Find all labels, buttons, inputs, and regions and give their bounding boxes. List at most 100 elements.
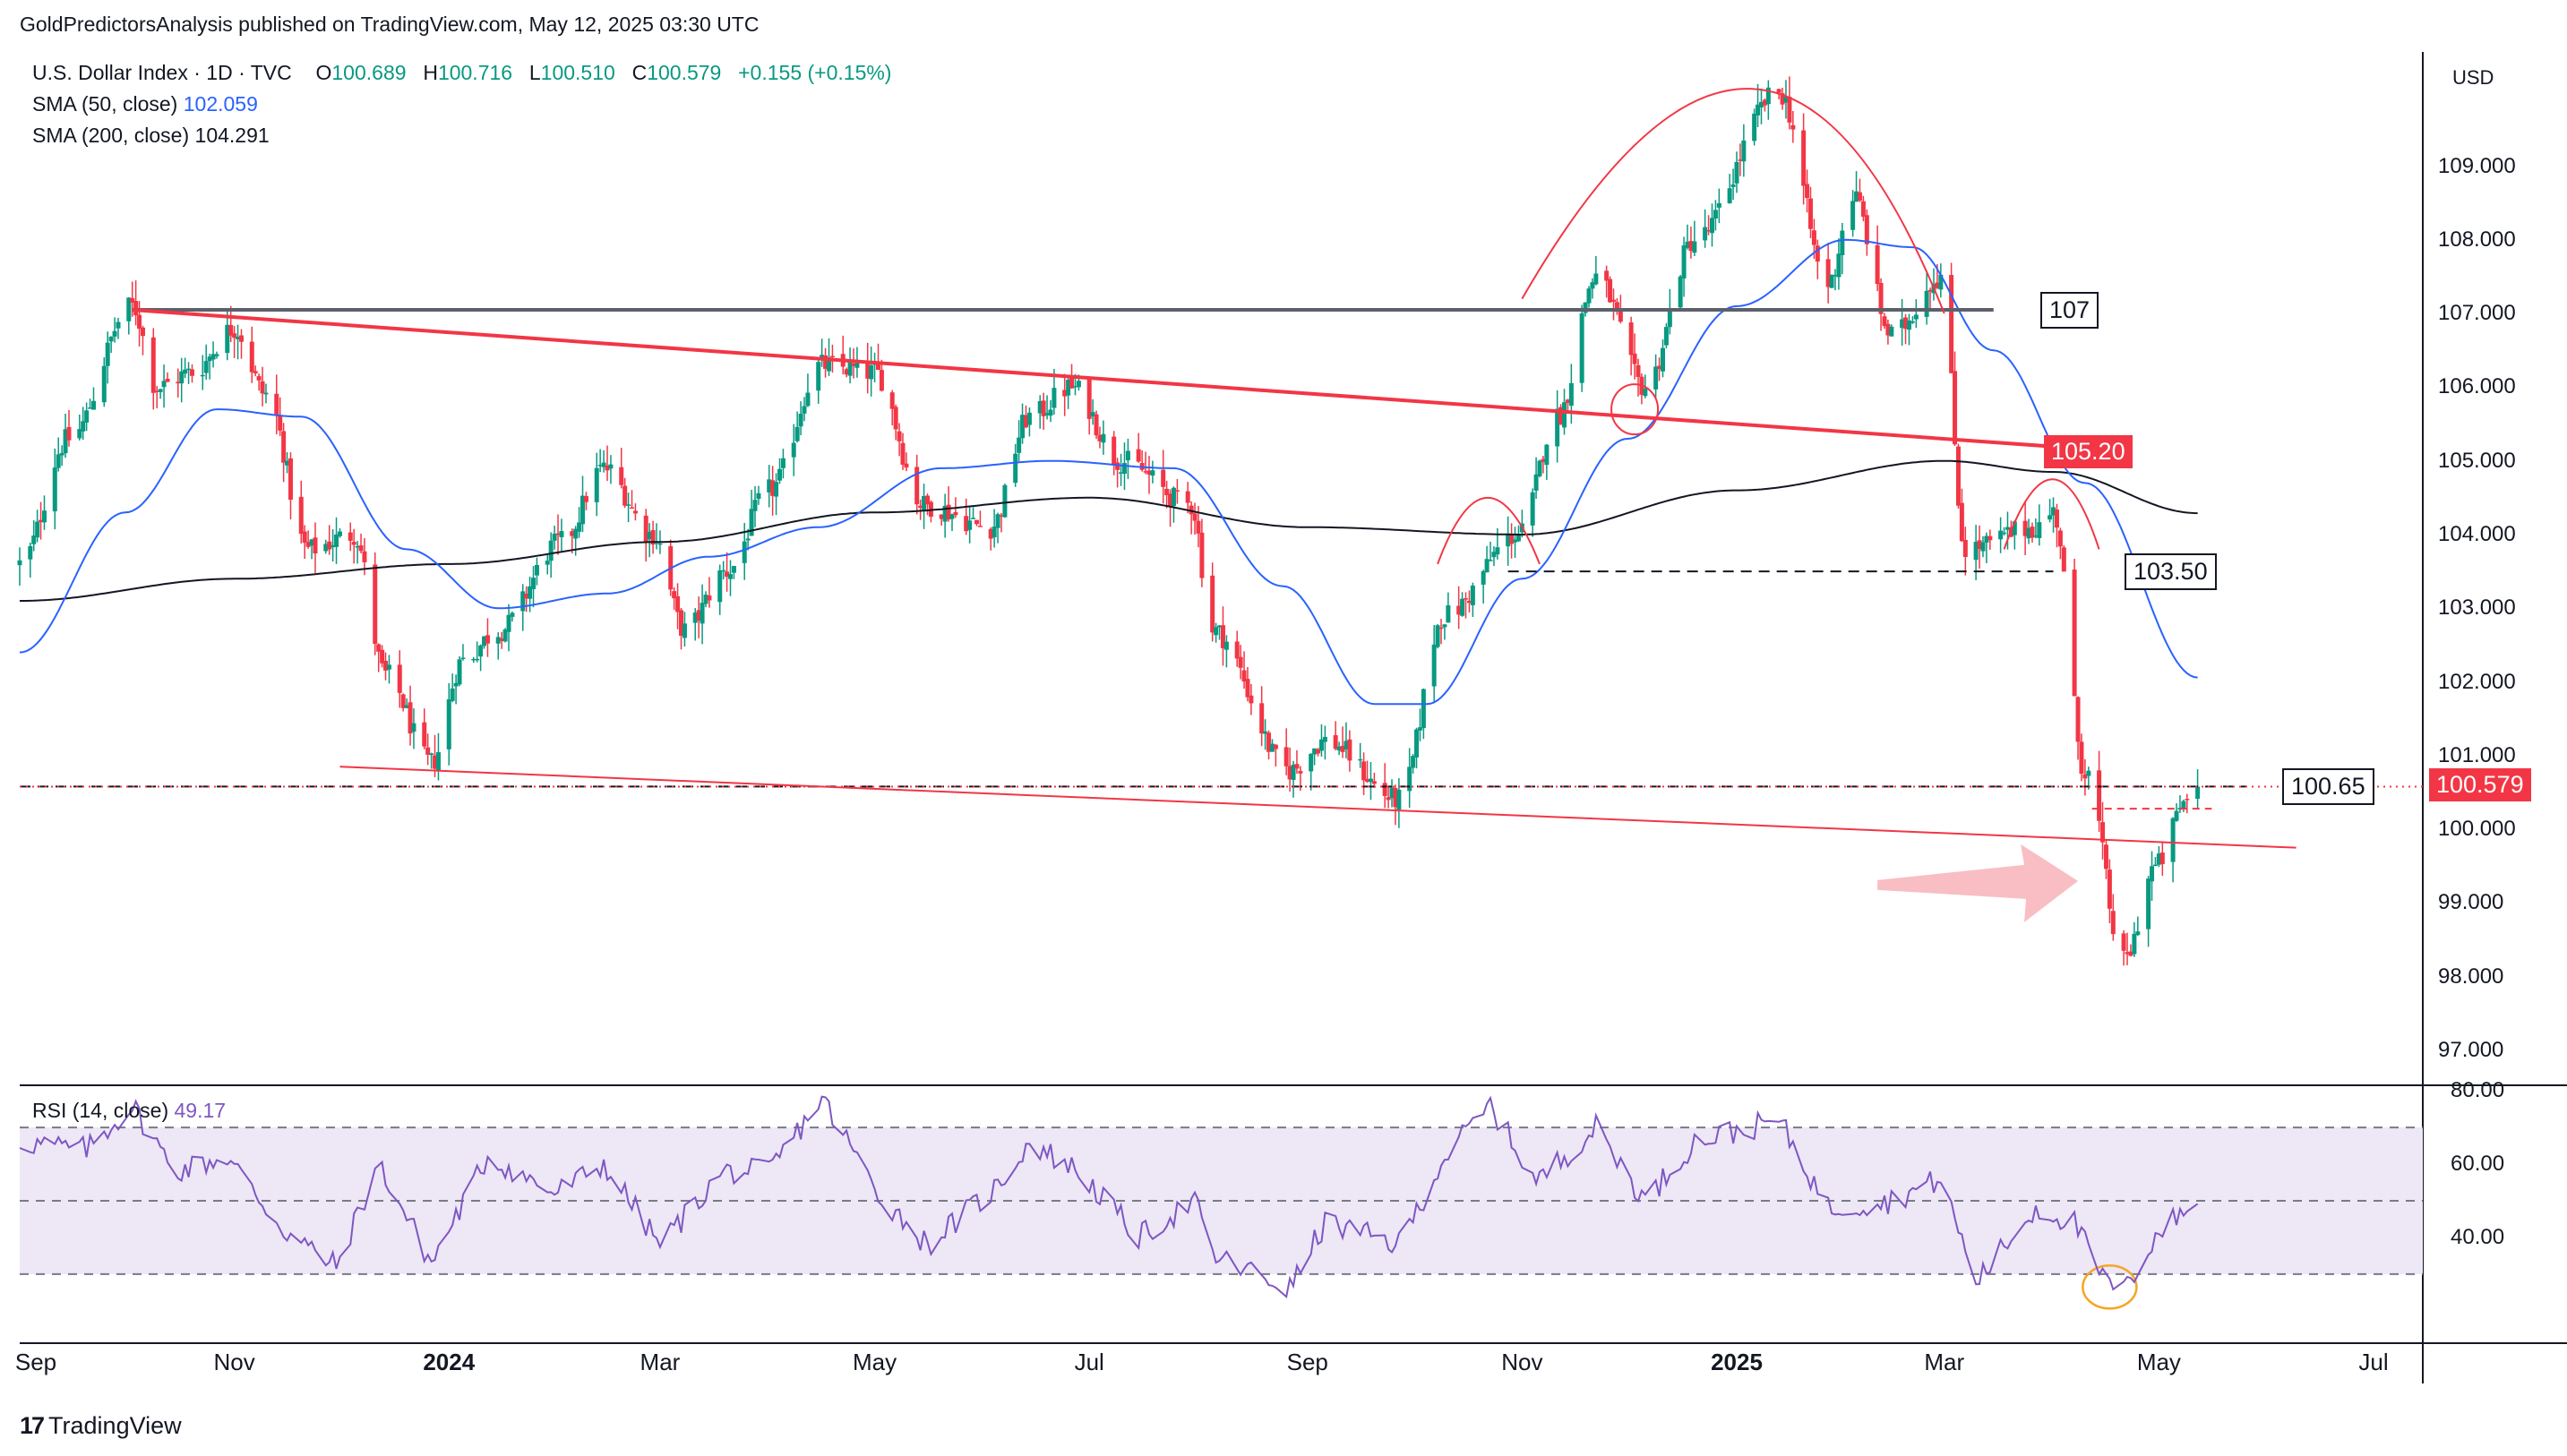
candle xyxy=(922,484,927,529)
rsi-legend[interactable]: RSI (14, close) 49.17 xyxy=(32,1099,226,1123)
candle-body xyxy=(767,479,772,492)
candle-body xyxy=(1150,470,1155,476)
price-tick-label[interactable]: 97.000 xyxy=(2438,1037,2504,1062)
tradingview-branding[interactable]: 17 TradingView xyxy=(20,1412,182,1440)
sma50-line xyxy=(19,238,2198,706)
time-tick-label[interactable]: Sep xyxy=(1286,1349,1328,1375)
candle xyxy=(1635,358,1641,397)
candle-body xyxy=(1052,388,1057,408)
price-tick-label[interactable]: 103.000 xyxy=(2438,595,2516,621)
candle xyxy=(429,752,434,769)
left-small-arc xyxy=(1437,496,1541,565)
candle xyxy=(823,347,828,378)
candle xyxy=(236,324,241,360)
candle-body xyxy=(334,534,339,547)
candle-body xyxy=(1245,679,1250,698)
price-tick-label[interactable]: 106.000 xyxy=(2438,374,2516,399)
price-tick-label[interactable]: 100.000 xyxy=(2438,817,2516,842)
time-tick-label[interactable]: Nov xyxy=(213,1349,255,1375)
rsi-tick-label[interactable]: 80.00 xyxy=(2451,1078,2505,1103)
candle xyxy=(630,490,635,510)
candle-body xyxy=(130,297,135,303)
candle-body xyxy=(897,431,902,441)
sma200-legend[interactable]: SMA (200, close) 104.291 xyxy=(32,124,270,148)
candle-body xyxy=(1431,644,1437,687)
candle-body xyxy=(373,564,378,644)
candle-body xyxy=(1464,598,1469,600)
candle-body xyxy=(1196,520,1201,534)
candle-body xyxy=(495,637,501,644)
candle-body xyxy=(31,535,37,544)
candle-body xyxy=(1389,787,1395,799)
candle-body xyxy=(2195,786,2201,799)
candle-body xyxy=(499,638,504,641)
rsi-tick-label[interactable]: 60.00 xyxy=(2451,1152,2505,1177)
candle-body xyxy=(161,381,167,388)
candle xyxy=(752,485,758,527)
price-tick-label[interactable]: 105.000 xyxy=(2438,448,2516,473)
time-tick-label[interactable]: Mar xyxy=(640,1349,681,1375)
candle xyxy=(1805,169,1810,213)
candle xyxy=(2159,841,2165,877)
time-tick-label[interactable]: May xyxy=(853,1349,897,1375)
candle xyxy=(1608,276,1613,304)
price-tick-label[interactable]: 109.000 xyxy=(2438,153,2516,178)
candle xyxy=(1371,773,1377,788)
candle xyxy=(210,341,216,368)
candle-body xyxy=(559,531,564,537)
time-tick-label[interactable]: Jul xyxy=(2358,1349,2389,1375)
currency-label[interactable]: USD xyxy=(2452,66,2494,89)
time-tick-label[interactable]: 2024 xyxy=(423,1349,476,1375)
time-tick-label[interactable]: Nov xyxy=(1501,1349,1543,1375)
candle xyxy=(995,512,1000,544)
candle-body xyxy=(703,595,708,604)
price-tick-label[interactable]: 101.000 xyxy=(2438,742,2516,767)
candle xyxy=(1590,278,1595,299)
candle xyxy=(1949,262,1954,374)
candle-body xyxy=(1396,789,1402,810)
candle-body xyxy=(601,462,606,467)
candle-body xyxy=(81,421,86,432)
candle xyxy=(334,517,339,564)
candle-body xyxy=(1371,781,1377,784)
candle xyxy=(1977,525,1982,570)
candle-body xyxy=(457,659,462,685)
time-tick-label[interactable]: Jul xyxy=(1074,1349,1104,1375)
candle-body xyxy=(977,526,983,527)
candle xyxy=(1431,624,1437,702)
candle-body xyxy=(555,533,561,535)
candle xyxy=(331,528,336,562)
time-tick-label[interactable]: Mar xyxy=(1924,1349,1965,1375)
time-tick-label[interactable]: Sep xyxy=(14,1349,57,1375)
price-tick-label[interactable]: 102.000 xyxy=(2438,669,2516,694)
candle xyxy=(696,596,701,638)
sma50-legend[interactable]: SMA (50, close) 102.059 xyxy=(32,92,258,116)
rsi-tick-label[interactable]: 40.00 xyxy=(2451,1224,2505,1249)
candle-body xyxy=(657,543,663,545)
time-tick-label[interactable]: May xyxy=(2136,1349,2181,1375)
candle xyxy=(2061,544,2066,572)
time-tick-label[interactable]: 2025 xyxy=(1711,1349,1763,1375)
candle xyxy=(105,331,110,384)
candle xyxy=(879,359,884,392)
candle-body xyxy=(383,660,389,671)
candle-body xyxy=(260,381,265,394)
high-label: H xyxy=(423,61,438,84)
candle-body xyxy=(2033,535,2039,537)
candle-body xyxy=(1312,748,1318,755)
big-arc xyxy=(1521,88,1945,314)
price-tick-label[interactable]: 107.000 xyxy=(2438,301,2516,326)
candle xyxy=(112,317,117,343)
price-tick-label[interactable]: 98.000 xyxy=(2438,964,2504,989)
price-tick-label[interactable]: 108.000 xyxy=(2438,227,2516,252)
candle xyxy=(1333,721,1338,750)
price-tick-label[interactable]: 104.000 xyxy=(2438,521,2516,546)
candle xyxy=(1709,203,1714,247)
candle-body xyxy=(2150,866,2155,882)
candle-body xyxy=(879,370,884,391)
candle xyxy=(1882,313,1887,330)
symbol-name[interactable]: U.S. Dollar Index · 1D · TVC xyxy=(32,61,292,84)
price-tick-label[interactable]: 99.000 xyxy=(2438,890,2504,915)
candle-body xyxy=(1555,408,1560,447)
